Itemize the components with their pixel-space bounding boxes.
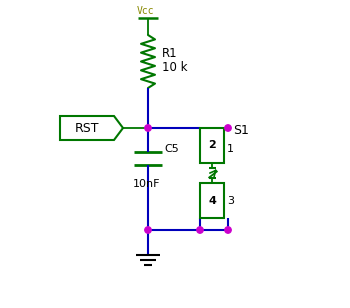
- Circle shape: [197, 227, 203, 233]
- Text: C5: C5: [164, 144, 179, 154]
- Text: 10 k: 10 k: [162, 61, 188, 74]
- Circle shape: [225, 227, 231, 233]
- Text: S1: S1: [233, 124, 249, 137]
- Bar: [200, 128, 224, 163]
- Text: 4: 4: [208, 196, 216, 205]
- Text: 3: 3: [227, 196, 234, 205]
- Text: Vcc: Vcc: [137, 6, 155, 16]
- Circle shape: [145, 227, 151, 233]
- Text: RST: RST: [75, 121, 99, 135]
- Text: 10nF: 10nF: [133, 179, 161, 189]
- Text: R1: R1: [162, 47, 177, 60]
- Bar: [200, 183, 224, 218]
- Circle shape: [225, 125, 231, 131]
- Text: 2: 2: [208, 140, 216, 151]
- Text: 1: 1: [227, 144, 234, 154]
- Circle shape: [145, 125, 151, 131]
